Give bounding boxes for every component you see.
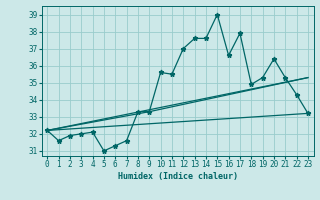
X-axis label: Humidex (Indice chaleur): Humidex (Indice chaleur)	[118, 172, 237, 181]
